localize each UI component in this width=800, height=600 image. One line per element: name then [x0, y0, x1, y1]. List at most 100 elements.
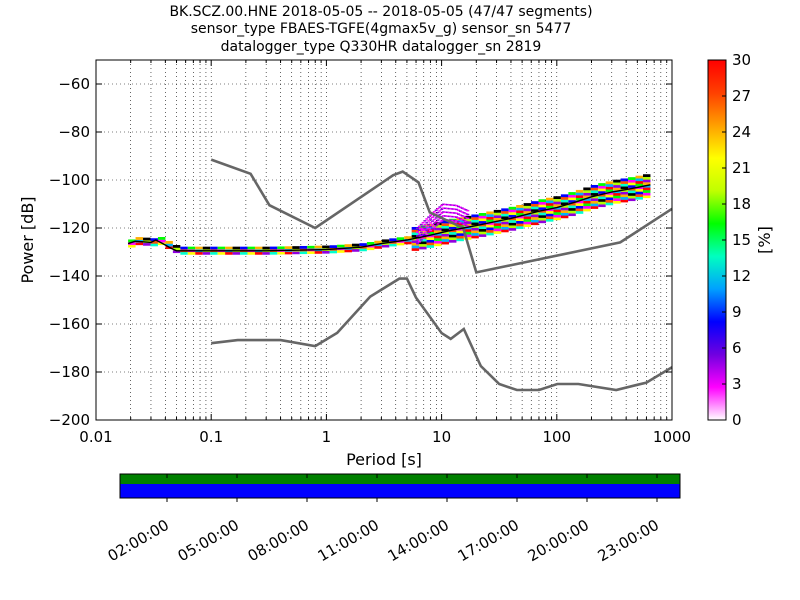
- heatmap-cell: [381, 244, 390, 248]
- heatmap-cell-sparse: [429, 226, 433, 228]
- heatmap-cell: [426, 245, 435, 248]
- heatmap-cell-sparse: [451, 204, 455, 206]
- heatmap-cell-sparse: [416, 227, 420, 230]
- heatmap-cell: [493, 209, 502, 213]
- heatmap-cell: [337, 250, 345, 253]
- heatmap-cell: [307, 251, 315, 254]
- heatmap-cell-sparse: [442, 203, 446, 206]
- heatmap-cell: [538, 215, 546, 218]
- heatmap-cell: [568, 213, 576, 217]
- heatmap-cell-sparse: [423, 227, 427, 230]
- heatmap-cell: [426, 242, 435, 246]
- heatmap-cell-sparse: [429, 229, 433, 232]
- heatmap-cell: [501, 208, 509, 212]
- heatmap-cell: [463, 234, 472, 238]
- heatmap-cell: [478, 234, 487, 237]
- colorbar-tick-label: 12: [732, 267, 751, 285]
- heatmap-cell: [501, 229, 509, 233]
- heatmap-cell: [583, 200, 591, 204]
- heatmap-cell-sparse: [443, 207, 447, 210]
- heatmap-cell: [523, 221, 532, 225]
- heatmap-cell: [531, 206, 539, 210]
- heatmap-cell: [613, 200, 621, 204]
- heatmap-cell: [613, 179, 621, 183]
- heatmap-cell: [628, 185, 636, 188]
- heatmap-cell: [441, 241, 449, 245]
- heatmap-cell: [441, 225, 449, 229]
- heatmap-cell-sparse: [456, 205, 460, 208]
- heatmap-cell: [508, 225, 517, 229]
- heatmap-cell-sparse: [438, 210, 442, 212]
- heatmap-cell: [516, 226, 524, 229]
- heatmap-cell: [560, 199, 569, 203]
- heatmap-cell: [471, 219, 479, 223]
- heatmap-cell: [314, 250, 323, 254]
- heatmap-cell: [531, 217, 539, 220]
- heatmap-cell: [642, 174, 651, 178]
- heatmap-cell: [583, 203, 591, 207]
- heatmap-cell: [284, 251, 293, 255]
- heatmap-cell-sparse: [464, 209, 468, 211]
- heatmap-cell-sparse: [464, 212, 468, 215]
- heatmap-cell-sparse: [445, 211, 449, 214]
- heatmap-cell: [613, 195, 621, 199]
- heatmap-cell: [426, 239, 435, 243]
- heatmap-cell: [575, 189, 584, 193]
- availability-time-label: 14:00:00: [385, 516, 452, 565]
- heatmap-cell: [150, 243, 158, 247]
- heatmap-cell: [575, 197, 584, 201]
- heatmap-cell: [620, 181, 629, 184]
- heatmap-cell: [448, 234, 457, 238]
- heatmap-cell-sparse: [462, 223, 466, 226]
- heatmap-cell: [441, 223, 449, 226]
- heatmap-cell-sparse: [445, 207, 449, 210]
- colorbar-ticks: 0 3 6 9 12 15 18 21 24 27 30: [722, 51, 751, 429]
- heatmap-cell: [642, 182, 651, 185]
- heatmap-cell: [501, 216, 509, 220]
- heatmap-cell: [560, 212, 569, 216]
- heatmap-cell: [396, 237, 405, 241]
- heatmap-cell-sparse: [453, 216, 457, 218]
- heatmap-cell: [642, 187, 651, 191]
- y-tick-label: −160: [49, 315, 90, 333]
- heatmap-cell: [202, 246, 211, 250]
- heatmap-cell: [531, 219, 539, 223]
- heatmap-cell: [381, 239, 390, 243]
- heatmap-cell-sparse: [453, 208, 457, 210]
- heatmap-cell: [434, 238, 442, 241]
- heatmap-cell: [590, 192, 599, 196]
- heatmap-cell: [598, 196, 606, 200]
- heatmap-cell: [419, 246, 427, 250]
- heatmap-cell-sparse: [440, 220, 444, 222]
- heatmap-cell: [478, 226, 487, 230]
- heatmap-cell-sparse: [423, 223, 427, 226]
- heatmap-cell: [583, 190, 591, 193]
- heatmap-cell-sparse: [443, 203, 447, 206]
- heatmap-cell-sparse: [464, 216, 468, 219]
- heatmap-cell-sparse: [451, 208, 455, 210]
- heatmap-cell-sparse: [449, 219, 453, 222]
- heatmap-cell: [187, 251, 196, 255]
- heatmap-cell: [411, 240, 420, 243]
- heatmap-cell-sparse: [449, 204, 453, 206]
- heatmap-cell-sparse: [430, 216, 434, 219]
- heatmap-cell: [575, 203, 584, 206]
- heatmap-cell-sparse: [456, 221, 460, 223]
- x-tick-label: 1000: [653, 428, 691, 446]
- heatmap-cell: [516, 215, 524, 219]
- heatmap-cell-sparse: [451, 219, 455, 222]
- heatmap-cell: [448, 226, 457, 230]
- heatmap-cell: [598, 188, 606, 192]
- heatmap-cell: [635, 183, 643, 187]
- x-tick-label: 0.01: [79, 428, 112, 446]
- heatmap-cell: [508, 222, 517, 226]
- heatmap-cell-sparse: [440, 212, 444, 214]
- heatmap-cell-sparse: [436, 223, 440, 225]
- heatmap-cell: [523, 211, 532, 214]
- heatmap-cell-sparse: [466, 221, 470, 223]
- heatmap-cell-sparse: [421, 221, 425, 224]
- heatmap-cell: [598, 191, 606, 194]
- heatmap-cell-sparse: [456, 209, 460, 212]
- heatmap-cell-sparse: [445, 215, 449, 217]
